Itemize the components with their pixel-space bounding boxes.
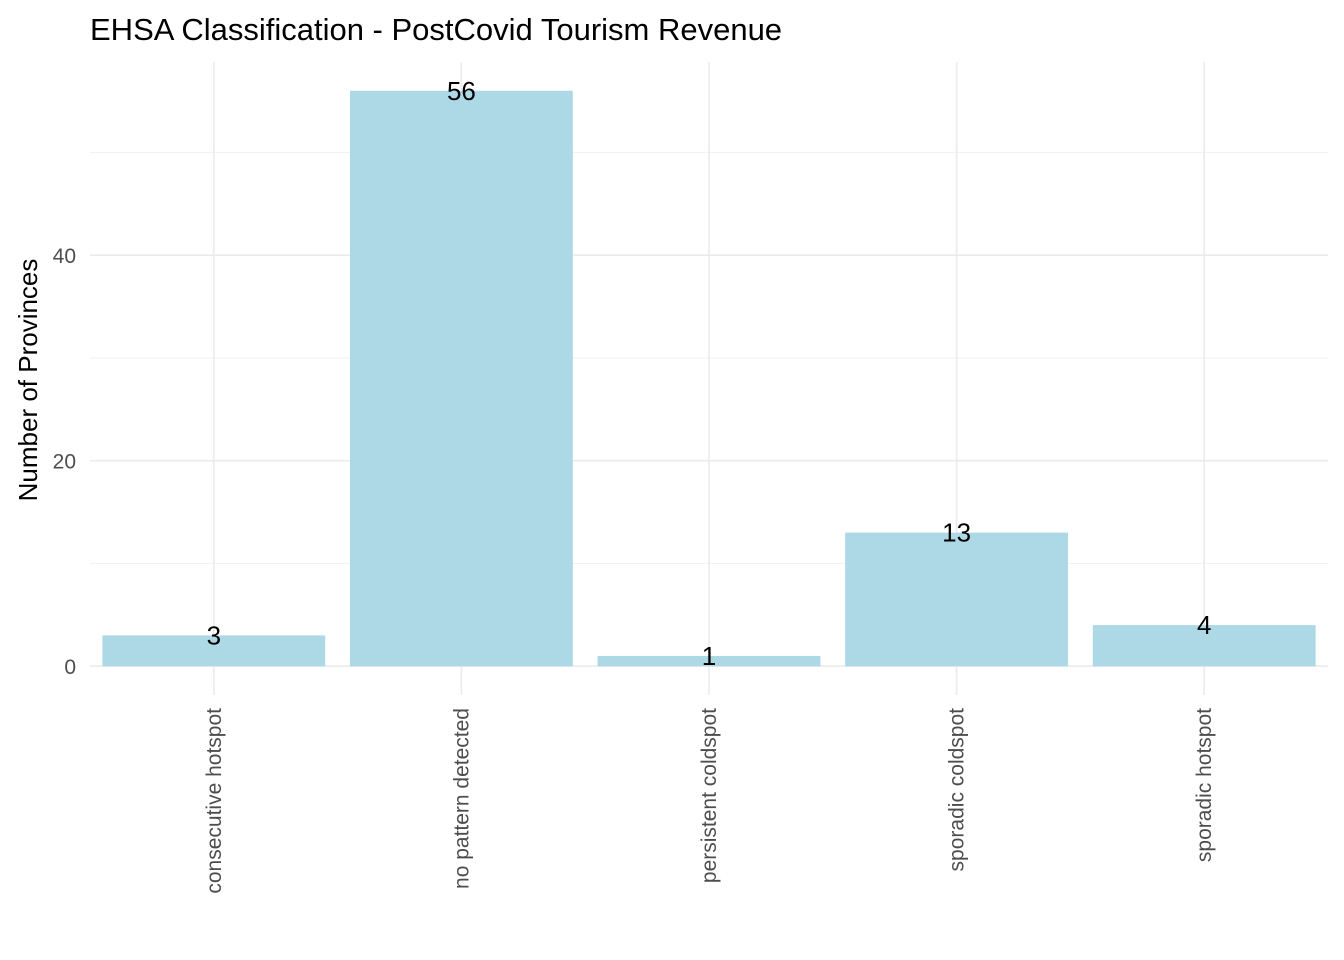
data-label: 56 xyxy=(447,76,476,106)
data-label: 3 xyxy=(207,620,221,650)
bars xyxy=(102,90,1316,667)
x-tick-label: consecutive hotspot xyxy=(203,708,226,894)
x-tick-label: sporadic coldspot xyxy=(946,708,969,872)
bar-consecutive-hotspot xyxy=(102,635,326,667)
data-label: 1 xyxy=(702,641,716,671)
bar-persistent-coldspot xyxy=(597,655,821,667)
x-tick-label: no pattern detected xyxy=(450,708,473,889)
y-axis-ticks: 0 20 40 xyxy=(53,245,76,679)
data-label: 4 xyxy=(1197,610,1211,640)
y-axis-title: Number of Provinces xyxy=(13,259,43,502)
x-axis-ticks: consecutive hotspot no pattern detected pe… xyxy=(203,708,1216,894)
chart-title: EHSA Classification - PostCovid Tourism … xyxy=(90,12,782,47)
data-labels: 3 56 1 13 4 xyxy=(207,76,1212,671)
y-tick-label: 40 xyxy=(53,245,76,268)
bar-sporadic-hotspot xyxy=(1092,625,1316,667)
x-tick-label: sporadic hotspot xyxy=(1193,708,1216,862)
y-tick-label: 0 xyxy=(64,656,76,679)
grid-lines xyxy=(90,62,1328,695)
y-tick-label: 20 xyxy=(53,451,76,474)
data-label: 13 xyxy=(942,518,971,548)
bar-no-pattern-detected xyxy=(349,90,573,667)
x-tick-label: persistent coldspot xyxy=(698,708,721,883)
bar-sporadic-coldspot xyxy=(845,532,1069,667)
